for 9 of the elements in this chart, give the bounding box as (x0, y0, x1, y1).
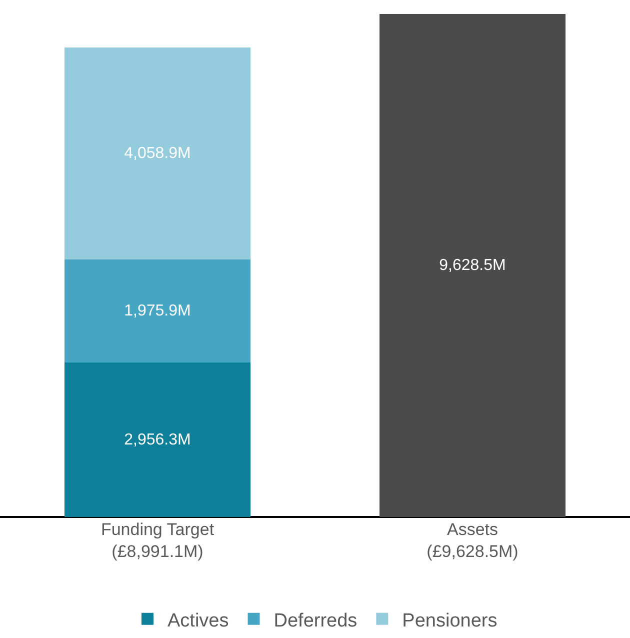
legend-label: Actives (168, 610, 229, 632)
legend-label: Pensioners (402, 610, 498, 632)
legend-label: Deferreds (274, 610, 358, 632)
data-label: 2,956.3M (124, 431, 191, 448)
data-label: 4,058.9M (124, 144, 191, 162)
data-label: 1,975.9M (124, 302, 191, 320)
x-tick-label: Funding Target (£8,991.1M) (100, 520, 214, 562)
x-tick-label: Assets (£9,628.5M) (426, 520, 518, 562)
data-label: 9,628.5M (439, 257, 506, 274)
